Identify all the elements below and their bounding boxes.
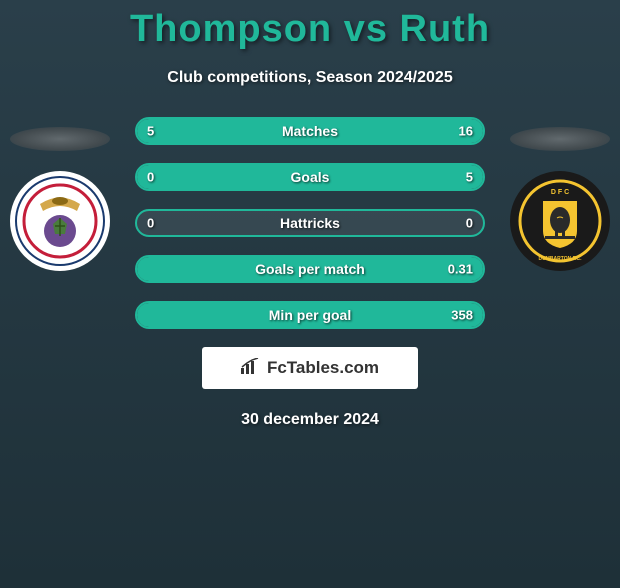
- stat-value-left: 0: [147, 170, 154, 185]
- svg-text:D F C: D F C: [551, 189, 569, 196]
- subtitle: Club competitions, Season 2024/2025: [0, 69, 620, 87]
- stat-value-right: 0: [466, 216, 473, 231]
- shadow-ellipse-left: [10, 127, 110, 151]
- dumbarton-badge-icon: D F C DUMBARTON F.C.: [515, 176, 605, 266]
- inverness-badge-icon: [15, 176, 105, 266]
- left-club-block: [10, 127, 110, 271]
- right-club-badge: D F C DUMBARTON F.C.: [510, 171, 610, 271]
- stats-container: 5 Matches 16 0 Goals 5 0 Hattricks 0 Goa…: [135, 117, 485, 329]
- stat-label: Matches: [282, 123, 338, 139]
- stat-label: Hattricks: [280, 215, 340, 231]
- stat-value-left: 0: [147, 216, 154, 231]
- fctables-branding[interactable]: FcTables.com: [202, 347, 418, 389]
- stat-value-right: 16: [459, 124, 473, 139]
- stat-label: Goals per match: [255, 261, 365, 277]
- stat-value-right: 5: [466, 170, 473, 185]
- stat-row-min-per-goal: Min per goal 358: [135, 301, 485, 329]
- stat-row-goals-per-match: Goals per match 0.31: [135, 255, 485, 283]
- stat-row-goals: 0 Goals 5: [135, 163, 485, 191]
- right-club-block: D F C DUMBARTON F.C.: [510, 127, 610, 271]
- stat-label: Min per goal: [269, 307, 351, 323]
- stat-value-right: 358: [451, 308, 473, 323]
- left-club-badge: [10, 171, 110, 271]
- stat-row-hattricks: 0 Hattricks 0: [135, 209, 485, 237]
- stat-value-right: 0.31: [448, 262, 473, 277]
- stat-value-left: 5: [147, 124, 154, 139]
- svg-text:DUMBARTON F.C.: DUMBARTON F.C.: [539, 256, 583, 262]
- content-area: D F C DUMBARTON F.C. 5 Matches 16 0: [0, 117, 620, 429]
- stat-row-matches: 5 Matches 16: [135, 117, 485, 145]
- stat-fill-right: [220, 119, 483, 143]
- fctables-text: FcTables.com: [267, 358, 379, 378]
- shadow-ellipse-right: [510, 127, 610, 151]
- date-text: 30 december 2024: [0, 411, 620, 429]
- page-title: Thompson vs Ruth: [0, 8, 620, 51]
- stat-label: Goals: [291, 169, 330, 185]
- chart-icon: [241, 358, 261, 379]
